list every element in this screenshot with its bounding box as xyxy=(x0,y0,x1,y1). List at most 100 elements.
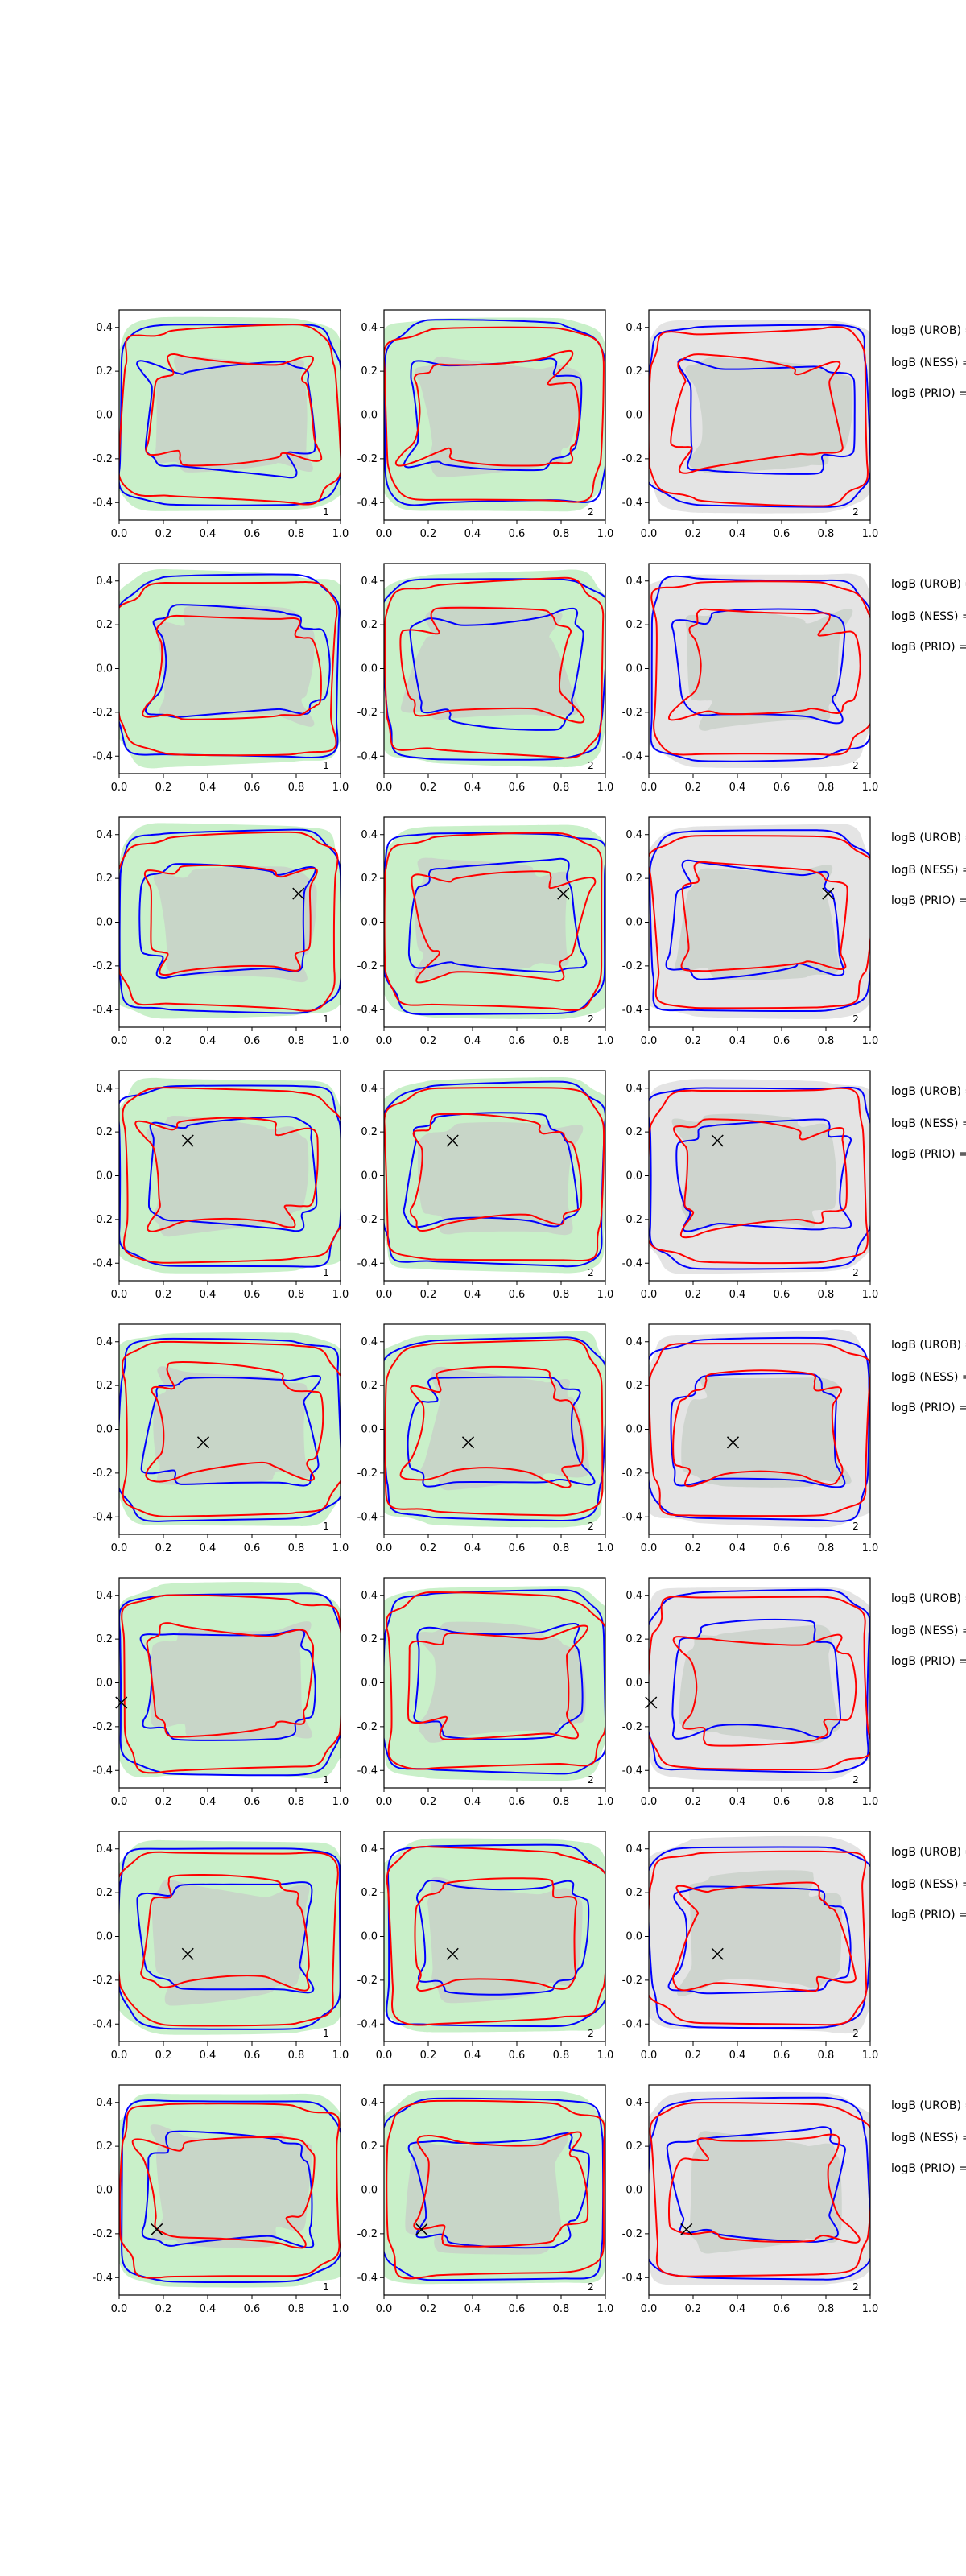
red-outer-contour xyxy=(649,835,870,1009)
x-tick-label: 0.8 xyxy=(553,1035,570,1047)
y-tick-label: -0.4 xyxy=(93,1004,113,1016)
red-outer-contour xyxy=(121,1340,341,1517)
blue-inner-contour xyxy=(670,1373,846,1488)
figure-row-5: 0.40.20.0-0.2-0.40.0 0.2 0.4 0.6 0.8 1.010.40… xyxy=(93,1323,966,1554)
x-tick-label: 0.0 xyxy=(641,528,658,540)
contour-panel: 0.4 0.2 0.0 -0.2 -0.4 0.0 0.2 0.4 0.6 0.8 1.02 xyxy=(357,1577,613,1808)
y-tick-label: -0.4 xyxy=(357,497,378,509)
x-tick-label: 0.6 xyxy=(774,1542,791,1554)
panel-corner-label: 2 xyxy=(852,1267,859,1278)
x-tick-label: 0.4 xyxy=(200,528,217,540)
contour-panel: 0.4 0.2 0.0 -0.2 -0.4 0.0 0.2 0.4 0.6 0.8 1.01 xyxy=(93,1323,349,1554)
x-tick-label: 0.2 xyxy=(155,1289,172,1301)
contour-panel: 0.4 0.2 0.0 -0.2 -0.4 0.0 0.2 0.4 0.6 0.8 1.02 xyxy=(357,1831,613,2062)
x-tick-label: 0.2 xyxy=(420,1289,437,1301)
y-tick-label: 0.2 xyxy=(361,1380,378,1392)
y-tick-label: -0.2 xyxy=(622,960,642,972)
x-tick-label: 1.0 xyxy=(862,528,879,540)
y-tick-label: 0.0 xyxy=(625,1678,642,1690)
blue-outer-contour xyxy=(386,1843,605,2028)
logb-label: logB (NESS) = xyxy=(891,2132,966,2145)
figure-row-7: 0.40.20.0-0.2-0.40.0 0.2 0.4 0.6 0.8 1.010.40… xyxy=(93,1831,966,2062)
blue-inner-contour xyxy=(677,358,856,475)
x-tick-label: 0.4 xyxy=(200,1542,217,1554)
contour-panel: 0.4 0.2 0.0 -0.2 -0.4 0.0 0.2 0.4 0.6 0.8 1.02 xyxy=(622,2084,878,2315)
red-outer-contour xyxy=(119,581,338,757)
y-tick-label: 0.4 xyxy=(96,1083,113,1095)
y-tick-label: -0.4 xyxy=(357,2272,378,2284)
x-tick-label: 0.8 xyxy=(553,2050,570,2062)
y-tick-label: -0.4 xyxy=(357,1765,378,1777)
x-tick-label: 0.0 xyxy=(376,2050,393,2062)
y-tick-label: 0.0 xyxy=(96,663,113,675)
x-tick-label: 0.2 xyxy=(685,1289,702,1301)
contour-panel: 0.4 0.2 0.0 -0.2 -0.4 0.0 0.2 0.4 0.6 0.8 1.02 xyxy=(357,1070,614,1301)
inner-density-fill xyxy=(146,1115,309,1237)
true-value-marker xyxy=(726,1436,740,1449)
y-tick-label: -0.4 xyxy=(357,750,378,762)
contour-panel: 0.4 0.2 0.0 -0.2 -0.4 0.0 0.2 0.4 0.6 0.8 1.01 xyxy=(93,2084,349,2315)
true-value-marker xyxy=(711,1947,724,1960)
y-tick-label: 0.0 xyxy=(361,663,378,675)
x-tick-label: 0.0 xyxy=(376,1796,393,1808)
x-tick-label: 0.0 xyxy=(376,1035,393,1047)
x-tick-label: 0.6 xyxy=(509,1796,526,1808)
blue-inner-contour xyxy=(141,2130,315,2248)
x-tick-label: 0.6 xyxy=(244,1035,261,1047)
x-tick-label: 0.8 xyxy=(288,782,305,794)
y-tick-label: 0.4 xyxy=(361,2097,378,2109)
x-tick-label: 0.4 xyxy=(729,1542,746,1554)
x-tick-label: 0.4 xyxy=(729,2050,746,2062)
y-tick-label: 0.2 xyxy=(96,619,113,631)
x-tick-label: 0.4 xyxy=(464,528,481,540)
blue-inner-contour xyxy=(407,1376,596,1488)
true-value-marker xyxy=(822,887,835,900)
x-tick-label: 1.0 xyxy=(597,1289,614,1301)
red-outer-contour xyxy=(386,1591,605,1770)
x-tick-label: 0.0 xyxy=(111,1542,128,1554)
x-tick-label: 0.4 xyxy=(200,782,217,794)
inner-density-fill xyxy=(153,866,317,983)
x-tick-label: 0.6 xyxy=(774,782,791,794)
true-value-marker xyxy=(196,1436,210,1449)
y-tick-label: 0.0 xyxy=(625,2185,642,2197)
y-tick-label: 0.4 xyxy=(625,1083,642,1095)
y-tick-label: -0.4 xyxy=(622,1257,642,1269)
logb-label: logB (NESS) = xyxy=(891,1878,966,1891)
y-tick-label: 0.2 xyxy=(625,619,642,631)
logb-label: logB (PRIO) = xyxy=(891,1655,966,1668)
logb-label: logB (PRIO) = xyxy=(891,1402,966,1414)
x-tick-label: 0.4 xyxy=(464,1542,481,1554)
logb-label: logB (PRIO) = xyxy=(891,2162,966,2175)
contour-panel: 0.4 0.2 0.0 -0.2 -0.4 0.0 0.2 0.4 0.6 0.8 1.01 xyxy=(93,1831,349,2062)
figure-row-1: 0.40.20.0-0.2-0.40.0 0.2 0.4 0.6 0.8 1.010.40… xyxy=(93,309,966,540)
y-tick-label: -0.4 xyxy=(622,497,642,509)
true-value-marker xyxy=(680,2223,693,2235)
red-inner-contour xyxy=(411,870,597,984)
x-tick-label: 0.0 xyxy=(641,1542,658,1554)
x-tick-label: 1.0 xyxy=(862,1035,879,1047)
y-tick-label: 0.0 xyxy=(625,1931,642,1943)
y-tick-label: 0.2 xyxy=(625,365,642,378)
y-tick-label: 0.0 xyxy=(96,1424,113,1436)
x-tick-label: 0.6 xyxy=(774,2303,791,2315)
panel-corner-label: 2 xyxy=(852,1774,859,1785)
logb-label: logB (PRIO) = xyxy=(891,1909,966,1922)
contour-panel: 0.4 0.2 0.0 -0.2 -0.4 0.0 0.2 0.4 0.6 0.8 1.01 xyxy=(93,563,349,794)
y-tick-label: -0.2 xyxy=(357,1468,378,1480)
x-tick-label: 0.4 xyxy=(729,1289,746,1301)
y-tick-label: 0.4 xyxy=(625,322,642,334)
x-tick-label: 0.4 xyxy=(464,2303,481,2315)
y-tick-label: 0.2 xyxy=(96,2140,113,2153)
y-tick-label: 0.4 xyxy=(361,1590,378,1602)
contour-panel: 0.4 0.2 0.0 -0.2 -0.4 0.0 0.2 0.4 0.6 0.8 1.02 xyxy=(357,1323,613,1554)
x-tick-label: 0.6 xyxy=(509,2303,526,2315)
panel-corner-label: 2 xyxy=(588,1774,594,1785)
x-tick-label: 0.0 xyxy=(111,2303,128,2315)
x-tick-label: 1.0 xyxy=(332,2303,349,2315)
red-outer-contour xyxy=(649,1087,869,1265)
blue-outer-contour xyxy=(119,1592,341,1777)
y-tick-label: -0.2 xyxy=(622,1214,642,1226)
x-tick-label: 0.2 xyxy=(420,782,437,794)
y-tick-label: -0.4 xyxy=(93,2272,113,2284)
